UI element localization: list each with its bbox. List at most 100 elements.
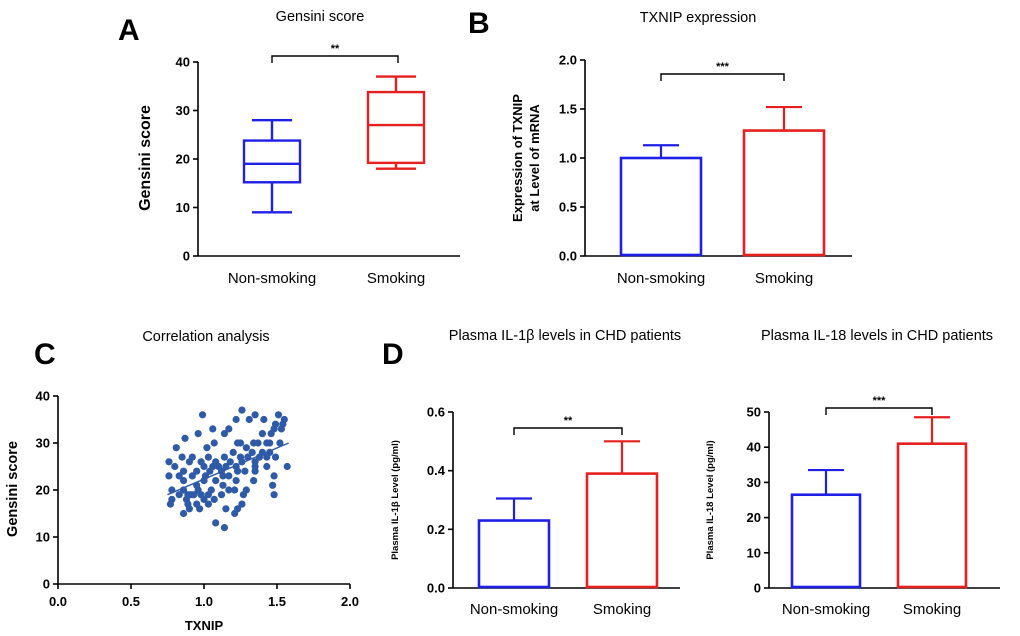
panel-c-data-point [190, 491, 198, 499]
panel-a-y-tick-label: 30 [176, 103, 190, 118]
panel-c-y-tick-label: 30 [36, 436, 50, 451]
panel-c-data-point [220, 524, 229, 532]
panel-d1-bar [477, 519, 551, 589]
panel-c-y-tick-label: 10 [36, 530, 50, 545]
panel-d1-significance-label: ** [564, 415, 573, 427]
panel-d2-y-tick-label: 10 [747, 545, 761, 560]
panel-c-data-point [220, 430, 229, 438]
panel-c-data-point [242, 444, 250, 452]
panel-c-data-point [236, 439, 245, 447]
panel-c-data-point [254, 439, 262, 447]
panel-c-x-tick-label: 2.0 [341, 594, 359, 609]
panel-c-title: Correlation analysis [142, 329, 269, 345]
panel-c-data-point [280, 415, 288, 424]
panel-c-data-point [219, 472, 227, 480]
panel-d2-category-label: Smoking [903, 601, 961, 618]
panel-c-data-point [274, 411, 283, 419]
panel-c-data-point [198, 411, 207, 419]
panel-c-data-point [276, 439, 284, 447]
panel-b-category-label: Non-smoking [617, 270, 705, 287]
panel-c-data-point [179, 467, 188, 475]
panel-a-y-tick-label: 40 [176, 55, 190, 70]
panel-d2-bar [790, 493, 862, 589]
panel-b-chart: TXNIP expression Expression of TXNIP at … [510, 10, 852, 287]
panel-c-data-point [267, 430, 275, 438]
panel-a-y-tick-label: 10 [176, 200, 190, 215]
panel-a-y-tick-label: 20 [176, 152, 190, 167]
panel-a-chart: Gensini score Gensini score 0 10 20 30 40 No… [137, 9, 460, 287]
panel-letter-d: D [382, 338, 404, 371]
panel-a-significance-bracket [271, 55, 399, 63]
panel-c-data-point [232, 477, 240, 485]
panel-letter-c: C [34, 338, 56, 371]
panel-c-data-point [203, 444, 211, 452]
panel-d2-ylabel: Plasma IL-18 Level (pg/ml) [705, 440, 716, 559]
panel-c-data-point [241, 467, 249, 475]
panel-c-data-point [231, 509, 239, 518]
panel-c-data-point [260, 415, 268, 424]
panel-d1-y-tick-label: 0.6 [427, 405, 445, 420]
panel-c-chart: Correlation analysis Gensini score TXNIP… [5, 329, 359, 633]
panel-c-data-point [175, 491, 183, 499]
panel-d2-significance-label: *** [873, 395, 887, 407]
panel-b-y-tick-label: 2.0 [559, 53, 577, 68]
panel-c-data-point [185, 505, 193, 513]
panel-c-ylabel: Gensini score [5, 441, 21, 537]
panel-c-data-point [210, 495, 218, 503]
panel-d1-y-tick-label: 0.2 [427, 522, 445, 537]
panel-d2-y-tick-label: 40 [747, 440, 761, 455]
panel-a-category-label: Non-smoking [228, 270, 316, 287]
panel-a-box [366, 90, 426, 165]
panel-c-data-point [250, 477, 258, 485]
panel-c-data-point [165, 472, 173, 480]
panel-b-bar [619, 156, 703, 257]
panel-b-y-tick-label: 0.0 [559, 249, 577, 264]
panel-c-x-tick-label: 0.5 [122, 594, 140, 609]
panel-c-data-point [232, 415, 240, 424]
panel-c-x-tick-label: 1.0 [195, 594, 213, 609]
panel-c-data-point [225, 425, 233, 433]
panel-c-data-point [188, 472, 196, 480]
panel-c-data-point [245, 415, 253, 424]
panel-b-significance-label: *** [716, 61, 730, 73]
panel-a-ylabel: Gensini score [137, 105, 154, 211]
panel-b-y-tick-label: 1.0 [559, 151, 577, 166]
panel-c-data-point [271, 453, 280, 461]
panel-d1-y-tick-label: 0.0 [427, 581, 445, 596]
panel-c-data-point [277, 425, 285, 433]
panel-d1-chart: Plasma IL-1β levels in CHD patients Plas… [390, 328, 681, 618]
panel-c-data-point [248, 448, 256, 456]
panel-c-data-point [251, 411, 259, 419]
panel-c-data-point [263, 462, 271, 471]
panel-d2-y-tick-label: 0 [754, 581, 761, 596]
panel-d1-category-label: Smoking [593, 601, 651, 618]
panel-c-data-point [231, 486, 239, 494]
panel-d1-y-tick-label: 0.4 [427, 463, 446, 478]
panel-c-y-tick-label: 40 [36, 389, 50, 404]
panel-c-data-point [179, 477, 188, 485]
panel-c-data-point [222, 505, 230, 513]
panel-c-trend-line [167, 442, 289, 496]
panel-d1-ylabel: Plasma IL-1β Level (pg/ml) [390, 440, 401, 560]
panel-b-ylabel-line2: at Level of mRNA [527, 104, 542, 212]
panel-a-significance-label: ** [331, 43, 340, 55]
panel-a-y-tick-label: 0 [183, 249, 190, 264]
panel-c-data-point [283, 462, 291, 471]
panel-c-data-point [258, 430, 266, 438]
panel-c-data-point [171, 462, 179, 471]
panel-a-title: Gensini score [276, 9, 365, 25]
panel-d2-significance-bracket [825, 407, 933, 415]
panel-c-data-point [210, 439, 218, 447]
panel-c-data-point [200, 462, 208, 471]
panel-d2-bar [896, 442, 968, 589]
panel-c-data-point [229, 448, 237, 456]
panel-d1-category-label: Non-smoking [470, 601, 558, 618]
panel-b-y-tick-label: 1.5 [559, 102, 577, 117]
panel-c-data-point [219, 481, 227, 489]
panel-d2-category-label: Non-smoking [782, 601, 870, 618]
panel-c-data-point [196, 505, 204, 513]
panel-d1-significance-bracket [513, 427, 623, 435]
panel-c-data-point [217, 491, 226, 499]
panel-a-box [242, 139, 302, 184]
